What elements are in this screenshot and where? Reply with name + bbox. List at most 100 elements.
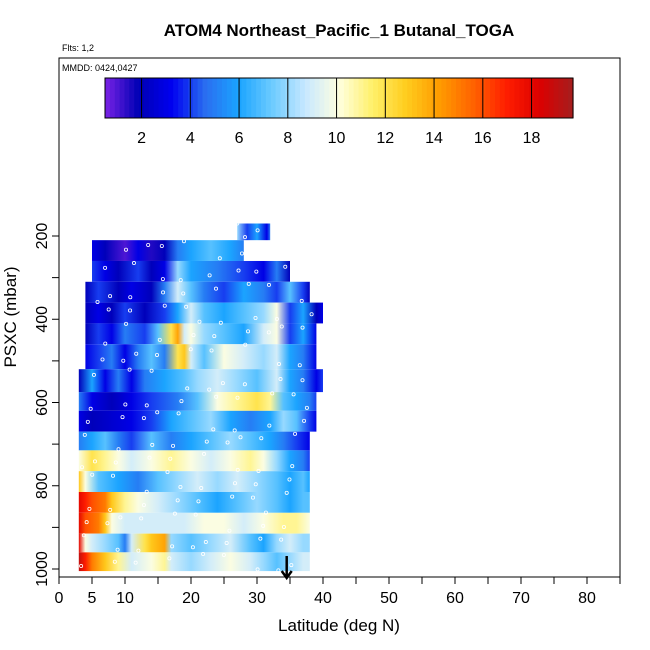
sample-marker <box>190 545 195 550</box>
x-tick-label: 50 <box>380 590 398 607</box>
sample-marker <box>81 533 86 538</box>
sample-marker <box>175 498 180 503</box>
sample-marker <box>162 303 167 308</box>
colorbar-segment <box>417 78 423 118</box>
sample-marker <box>123 402 128 407</box>
x-axis: 0 5 10 20 30 40 50 60 70 80 <box>55 577 621 607</box>
colorbar-segment <box>514 78 520 118</box>
sample-marker <box>155 410 160 415</box>
sample-marker <box>243 342 248 347</box>
sample-marker <box>246 329 251 334</box>
sample-marker <box>267 423 272 428</box>
colorbar-segment <box>343 78 350 118</box>
colorbar-segment <box>304 78 311 118</box>
sample-marker <box>87 506 92 511</box>
sample-marker <box>105 521 110 526</box>
sample-marker <box>207 387 212 392</box>
sample-marker <box>113 460 118 465</box>
sample-marker <box>218 320 223 325</box>
sample-marker <box>279 537 284 542</box>
data-row-band <box>78 392 317 411</box>
colorbar-segment <box>270 78 277 118</box>
colorbar-segment <box>319 78 325 118</box>
data-rows <box>78 223 324 572</box>
colorbar-segment <box>543 78 550 118</box>
colorbar-segment <box>241 78 247 118</box>
sample-marker <box>284 490 289 495</box>
colorbar-segment <box>173 78 179 118</box>
colorbar-segment <box>475 78 481 118</box>
sample-marker <box>253 482 258 487</box>
arrow-head <box>280 570 293 581</box>
sample-marker <box>133 560 138 565</box>
sample-marker <box>170 544 175 549</box>
sample-marker <box>171 443 176 448</box>
y-tick-label: 600 <box>34 389 51 416</box>
sample-marker <box>131 261 136 266</box>
colorbar-segment <box>392 78 399 118</box>
colorbar-segment <box>309 78 316 118</box>
colorbar-segment <box>329 78 335 118</box>
sample-marker <box>124 247 129 252</box>
sample-marker <box>304 405 309 410</box>
colorbar-segment <box>353 78 360 118</box>
sample-marker <box>176 411 181 416</box>
x-tick-label: 60 <box>446 590 464 607</box>
sample-marker <box>144 403 149 408</box>
sample-marker <box>242 382 247 387</box>
colorbar-tick-label: 18 <box>523 130 541 147</box>
data-row-band <box>85 281 310 303</box>
colorbar-segment <box>460 78 467 118</box>
sample-marker <box>141 416 146 421</box>
colorbar-segment <box>378 78 384 118</box>
colorbar-segment <box>105 78 111 118</box>
data-row-band <box>92 240 244 261</box>
sample-marker <box>92 459 97 464</box>
colorbar-segment <box>114 78 121 118</box>
sample-marker <box>299 298 304 303</box>
colorbar-segment <box>280 78 286 118</box>
sample-marker <box>290 464 295 469</box>
x-tick-label: 40 <box>314 590 332 607</box>
colorbar-segment <box>265 78 272 118</box>
data-row-band <box>237 223 271 241</box>
sample-marker <box>199 486 204 491</box>
colorbar-tick-label: 6 <box>235 130 244 147</box>
colorbar-tick-label: 10 <box>328 130 346 147</box>
colorbar-segment <box>261 78 267 118</box>
colorbar-segment <box>222 78 228 118</box>
colorbar-segment <box>558 78 564 118</box>
colorbar-segment <box>456 78 462 118</box>
sample-marker <box>167 556 172 561</box>
sample-marker <box>266 282 271 287</box>
x-axis-label: Latitude (deg N) <box>278 616 400 635</box>
sample-marker <box>281 524 286 529</box>
colorbar-segment <box>124 78 130 118</box>
sample-marker <box>172 511 177 516</box>
colorbar-segment <box>148 78 155 118</box>
sample-marker <box>258 536 263 541</box>
data-row-band <box>78 552 310 572</box>
colorbar-tick-label: 2 <box>137 130 146 147</box>
colorbar-segment <box>197 78 204 118</box>
colorbar-segment <box>495 78 501 118</box>
sample-marker <box>191 333 196 338</box>
sample-marker <box>112 559 117 564</box>
colorbar-segment <box>192 78 199 118</box>
sample-marker <box>134 351 139 356</box>
x-tick-label: 20 <box>182 590 200 607</box>
colorbar-segment <box>251 78 257 118</box>
sample-marker <box>139 516 144 521</box>
sample-marker <box>239 251 244 256</box>
colorbar-segment <box>226 78 233 118</box>
colorbar-segment <box>397 78 403 118</box>
sample-marker <box>103 341 108 346</box>
sample-marker <box>179 399 184 404</box>
sample-marker <box>136 548 141 553</box>
colorbar-segment <box>358 78 364 118</box>
colorbar-segment <box>348 78 355 118</box>
sample-marker <box>225 440 230 445</box>
sample-marker <box>80 465 85 470</box>
data-row-band <box>78 533 310 553</box>
colorbar-segment <box>368 78 374 118</box>
